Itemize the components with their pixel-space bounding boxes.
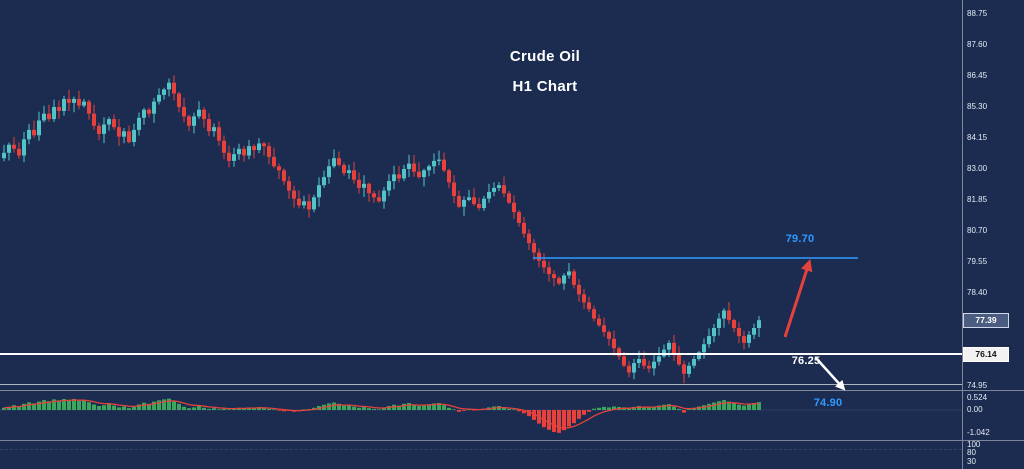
- level-price-box: 76.14: [963, 347, 1009, 362]
- silver-level-line[interactable]: [0, 384, 962, 385]
- price-tick: 78.40: [967, 288, 988, 297]
- bearish-arrow[interactable]: [815, 357, 846, 391]
- lower-indicator-level-line: [0, 449, 962, 450]
- macd-tick: 0.00: [967, 405, 983, 414]
- price-tick: 83.00: [967, 164, 988, 173]
- panel-separator-main[interactable]: [0, 390, 1024, 391]
- lower-indicator-tick: 80: [967, 448, 976, 457]
- current-price-box: 77.39: [963, 313, 1009, 328]
- price-tick: 74.95: [967, 381, 988, 390]
- price-tick: 87.60: [967, 40, 988, 49]
- breakdown-price-label: 76.25: [791, 355, 821, 367]
- price-tick: 81.85: [967, 195, 988, 204]
- candlesticks: [2, 75, 761, 384]
- price-tick: 86.45: [967, 71, 988, 80]
- chart-title-block: Crude Oil H1 Chart: [430, 48, 660, 95]
- price-tick: 88.75: [967, 9, 988, 18]
- macd-signal-line: [3, 399, 760, 429]
- price-tick: 85.30: [967, 102, 988, 111]
- bullish-arrow[interactable]: [783, 259, 813, 338]
- panel-separator-macd[interactable]: [0, 440, 1024, 441]
- lower-indicator-tick: 30: [967, 457, 976, 466]
- price-tick: 84.15: [967, 133, 988, 142]
- chart-subtitle: H1 Chart: [512, 78, 578, 95]
- price-axis[interactable]: 77.39 76.14 88.75 87.60 86.45 85.30 84.15 83.…: [962, 0, 1024, 469]
- lower-indicator-tick: 100: [967, 440, 981, 449]
- macd-tick: -1.042: [967, 427, 990, 437]
- chart-title: Crude Oil: [509, 48, 581, 65]
- price-tick: 80.70: [967, 226, 988, 235]
- price-chart-panel[interactable]: [0, 0, 962, 469]
- target-price-label: 74.90: [813, 397, 843, 409]
- resistance-price-label: 79.70: [785, 233, 815, 245]
- price-tick: 79.55: [967, 257, 988, 266]
- macd-tick: 0.524: [967, 393, 988, 403]
- white-support-line[interactable]: [0, 353, 962, 355]
- axis-separator-line: [962, 0, 963, 469]
